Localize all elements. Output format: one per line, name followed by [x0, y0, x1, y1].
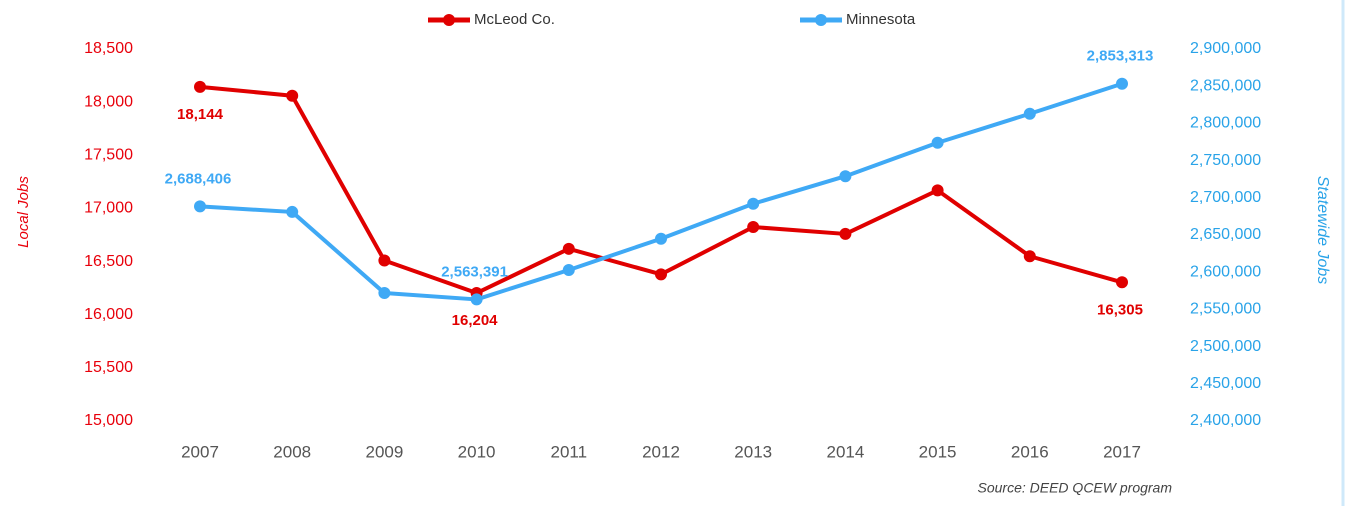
- y2-tick-label: 2,750,000: [1190, 152, 1261, 169]
- y-tick-label: 16,000: [84, 306, 133, 323]
- y2-tick-label: 2,800,000: [1190, 115, 1261, 132]
- series-point: [562, 263, 575, 276]
- series-point: [1023, 107, 1036, 120]
- legend-label: McLeod Co.: [474, 11, 555, 28]
- source-note: Source: DEED QCEW program: [978, 480, 1173, 496]
- series-point: [1116, 276, 1128, 289]
- x-tick-label: 2016: [1011, 442, 1049, 461]
- x-tick-label: 2015: [919, 442, 957, 461]
- series-point: [655, 268, 667, 281]
- y2-tick-label: 2,900,000: [1190, 40, 1261, 57]
- data-label: 2,563,391: [441, 263, 508, 280]
- series-point: [747, 221, 760, 234]
- x-tick-label: 2011: [551, 442, 588, 461]
- y2-tick-label: 2,850,000: [1190, 77, 1261, 94]
- series-point: [194, 200, 206, 213]
- y-tick-label: 15,500: [84, 359, 133, 376]
- series-point: [931, 184, 944, 197]
- x-tick-label: 2017: [1103, 442, 1141, 461]
- data-label: 16,305: [1097, 301, 1143, 318]
- x-tick-label: 2009: [365, 442, 403, 461]
- y-tick-label: 18,000: [84, 93, 133, 110]
- y-tick-label: 15,000: [84, 412, 133, 429]
- legend-label: Minnesota: [846, 11, 916, 28]
- x-tick-label: 2012: [642, 442, 680, 461]
- series-point: [378, 254, 391, 267]
- series-point: [1116, 77, 1128, 90]
- legend-dot: [443, 14, 455, 26]
- series-point: [562, 242, 575, 255]
- series-point: [839, 170, 852, 183]
- y-tick-label: 16,500: [84, 253, 133, 270]
- x-tick-label: 2014: [826, 442, 864, 461]
- data-label: 18,144: [177, 106, 224, 123]
- y2-tick-label: 2,500,000: [1190, 338, 1261, 355]
- series-line: [199, 84, 1123, 296]
- y2-tick-label: 2,550,000: [1190, 301, 1261, 318]
- y-axis-title: Local Jobs: [15, 176, 32, 248]
- series-point: [1023, 250, 1036, 263]
- y2-tick-label: 2,400,000: [1190, 412, 1261, 429]
- series-point: [378, 287, 391, 300]
- data-label: 2,688,406: [165, 170, 232, 187]
- series-point: [286, 89, 299, 102]
- x-tick-label: 2007: [181, 442, 219, 461]
- series-line: [199, 81, 1123, 302]
- y2-tick-label: 2,700,000: [1190, 189, 1261, 206]
- x-tick-label: 2010: [458, 442, 496, 461]
- y2-tick-label: 2,450,000: [1190, 375, 1261, 392]
- y2-tick-label: 2,650,000: [1190, 226, 1261, 243]
- series-point: [194, 80, 206, 93]
- x-tick-label: 2008: [273, 442, 311, 461]
- y2-tick-label: 2,600,000: [1190, 263, 1261, 280]
- series-point: [470, 293, 483, 306]
- series-point: [747, 197, 760, 210]
- legend-dot: [815, 14, 827, 26]
- series-point: [931, 136, 944, 149]
- series-point: [286, 205, 299, 218]
- y-tick-label: 18,500: [84, 40, 133, 57]
- data-label: 16,204: [452, 312, 499, 329]
- y2-axis-title: Statewide Jobs: [1314, 176, 1331, 285]
- series-point: [839, 227, 852, 240]
- x-tick-label: 2013: [734, 442, 772, 461]
- data-label: 2,853,313: [1087, 48, 1154, 65]
- y-tick-label: 17,500: [84, 147, 133, 164]
- y-tick-label: 17,000: [84, 200, 133, 217]
- series-point: [655, 232, 667, 245]
